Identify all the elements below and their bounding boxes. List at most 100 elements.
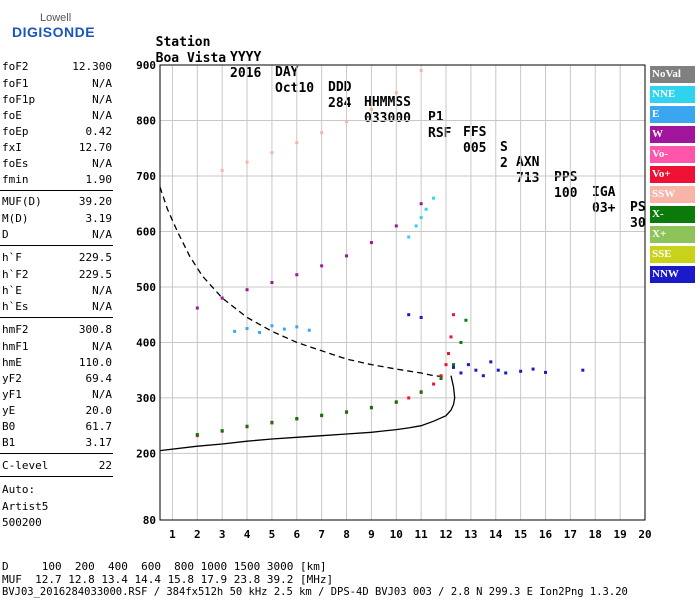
true-height-line: [159, 375, 456, 452]
param-value: 3.17: [85, 436, 113, 449]
data-point-nne: [414, 224, 418, 228]
param-row-B1: B1 3.17: [2, 436, 112, 450]
param-value: N/A: [92, 340, 112, 353]
y-tick-label: 400: [136, 336, 156, 349]
param-row-mufd: MUF(D) 39.20: [2, 195, 112, 209]
param-value: 300.8: [78, 323, 112, 336]
param-value: 12.300: [72, 60, 112, 73]
param-value: 110.0: [78, 356, 112, 369]
data-point-ssw: [295, 141, 299, 145]
x-tick-label: 14: [489, 528, 503, 541]
y-tick-label: 700: [136, 170, 156, 183]
param-value: 229.5: [78, 268, 112, 281]
param-row-hEs: h`Es N/A: [2, 300, 112, 314]
param-value: 39.20: [78, 195, 112, 208]
data-point-ssw: [245, 160, 249, 164]
param-row-hmF2: hmF2 300.8: [2, 323, 112, 337]
header-label: DAY: [275, 65, 299, 80]
param-row-foE: foE N/A: [2, 109, 112, 123]
param-divider: [0, 453, 113, 454]
x-tick-label: 16: [539, 528, 553, 541]
param-name: D: [2, 228, 9, 241]
param-value: 3.19: [85, 212, 113, 225]
data-point-w: [195, 306, 199, 310]
param-row-B0: B0 61.7: [2, 420, 112, 434]
x-tick-label: 6: [293, 528, 300, 541]
param-row-hmE: hmE 110.0: [2, 356, 112, 370]
header-label: HHMMSS: [364, 95, 411, 110]
data-point-e: [245, 327, 249, 331]
data-point-e: [270, 324, 274, 328]
data-point-ssw: [320, 131, 324, 135]
param-name: foF2: [2, 60, 29, 73]
param-name: foE: [2, 109, 22, 122]
param-name: MUF(D): [2, 195, 42, 208]
param-name: h`Es: [2, 300, 29, 313]
header-values-row: Boa Vista 2016 Oct10 284 033000 RSF 005 …: [140, 36, 646, 231]
data-point-nnw: [544, 370, 548, 374]
header-label: IGA: [592, 185, 616, 200]
x-tick-label: 11: [415, 528, 429, 541]
header-value: 284: [328, 96, 352, 111]
y-tick-label: 200: [136, 447, 156, 460]
data-point-e: [307, 328, 311, 332]
data-point-x-: [345, 410, 349, 414]
data-point-nnw: [451, 365, 455, 369]
param-row-foEp: foEp 0.42: [2, 125, 112, 139]
x-tick-label: 17: [564, 528, 577, 541]
param-value: 69.4: [85, 372, 113, 385]
data-point-vo-: [407, 396, 411, 400]
plot-frame: [159, 64, 646, 521]
param-divider: [0, 317, 113, 318]
param-value: N/A: [92, 157, 112, 170]
autoscaling-line: 500200: [2, 516, 42, 529]
param-row-yF2: yF2 69.4: [2, 372, 112, 386]
data-point-nnw: [496, 368, 500, 372]
density-profile-line: [159, 186, 447, 378]
param-name: C-level: [2, 459, 49, 472]
data-point-x-: [464, 318, 468, 322]
param-name: hmE: [2, 356, 22, 369]
y-tick-label: 800: [136, 114, 156, 127]
x-tick-label: 18: [589, 528, 602, 541]
data-point-nnw: [504, 371, 508, 375]
param-value: 12.70: [78, 141, 112, 154]
param-name: B1: [2, 436, 16, 449]
echo-points: [195, 69, 585, 438]
header-value: 100: [554, 186, 578, 201]
param-name: hmF1: [2, 340, 29, 353]
legend-item-ssw: SSW: [650, 186, 695, 203]
legend-item-e: E: [650, 106, 695, 123]
param-value: 61.7: [85, 420, 113, 433]
param-value: 229.5: [78, 251, 112, 264]
x-tick-label: 20: [638, 528, 651, 541]
data-point-e: [233, 329, 237, 333]
x-tick-label: 9: [368, 528, 375, 541]
header-label: AXN: [516, 155, 540, 170]
legend-item-vo-: Vo-: [650, 146, 695, 163]
data-point-x-: [195, 433, 199, 437]
header-labels-row: Station YYYY DAY DDD HHMMSS P1 FFS S AXN…: [140, 20, 646, 215]
data-point-e: [295, 325, 299, 329]
data-point-nnw: [419, 315, 423, 319]
param-value: N/A: [92, 228, 112, 241]
param-row-md: M(D) 3.19: [2, 212, 112, 226]
x-tick-label: 15: [514, 528, 527, 541]
x-tick-label: 19: [614, 528, 627, 541]
data-point-x-: [459, 340, 463, 344]
param-name: foF1p: [2, 93, 36, 106]
param-row-foF1: foF1 N/A: [2, 77, 112, 91]
data-point-w: [345, 254, 349, 258]
param-value: N/A: [92, 284, 112, 297]
param-name: foF1: [2, 77, 29, 90]
param-name: h`F: [2, 251, 22, 264]
file-info-row: BVJ03_2016284033000.RSF / 384fx512h 50 k…: [2, 586, 628, 598]
data-point-nnw: [531, 367, 535, 371]
data-point-nne: [407, 235, 411, 239]
x-tick-label: 7: [318, 528, 325, 541]
x-tick-label: 13: [464, 528, 477, 541]
legend-item-vo-: Vo+: [650, 166, 695, 183]
muf-row: MUF 12.7 12.8 13.4 14.4 15.8 17.9 23.8 3…: [2, 573, 334, 586]
data-point-vo-: [444, 363, 448, 367]
